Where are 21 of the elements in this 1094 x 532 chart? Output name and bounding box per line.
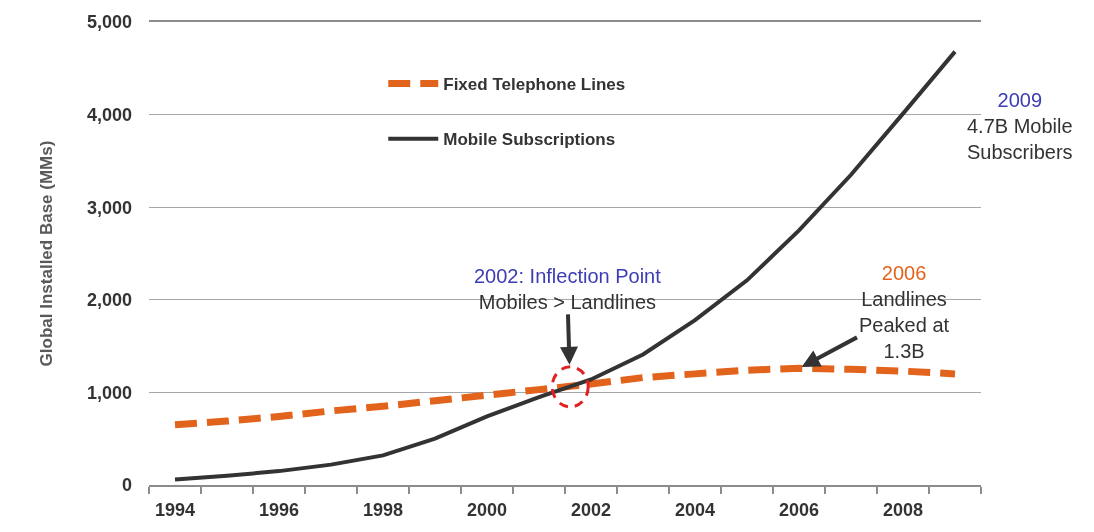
annotation: 2009 4.7B Mobile Subscribers [967, 89, 1073, 163]
line-series [173, 49, 957, 482]
y-tick-label: 0 [121, 475, 132, 496]
y-tick-label: 4,000 [86, 104, 132, 125]
y-tick-label: 3,000 [86, 197, 132, 218]
annotation: 2006 Landlines Peaked at 1.3B [859, 262, 950, 362]
y-tick-label: 2,000 [86, 290, 132, 311]
legend-label: Mobile Subscriptions [443, 130, 616, 150]
x-tick-label: 1998 [362, 500, 404, 521]
x-tick-label: 2004 [674, 500, 716, 521]
x-tick-label: 1994 [154, 500, 196, 521]
x-tick-label: 2000 [466, 500, 508, 521]
x-tick-label: 2008 [882, 500, 924, 521]
annotation: 2002: Inflection Point Mobiles > Landlines [474, 265, 662, 313]
x-tick-label: 2002 [570, 500, 612, 521]
y-tick-label: 1,000 [86, 382, 132, 403]
x-tick-label: 2006 [778, 500, 820, 521]
legend-label: Fixed Telephone Lines [443, 75, 626, 95]
x-tick-label: 1996 [258, 500, 300, 521]
y-tick-label: 5,000 [86, 12, 132, 33]
y-axis-title: Global Installed Base (MMs) [36, 140, 56, 367]
